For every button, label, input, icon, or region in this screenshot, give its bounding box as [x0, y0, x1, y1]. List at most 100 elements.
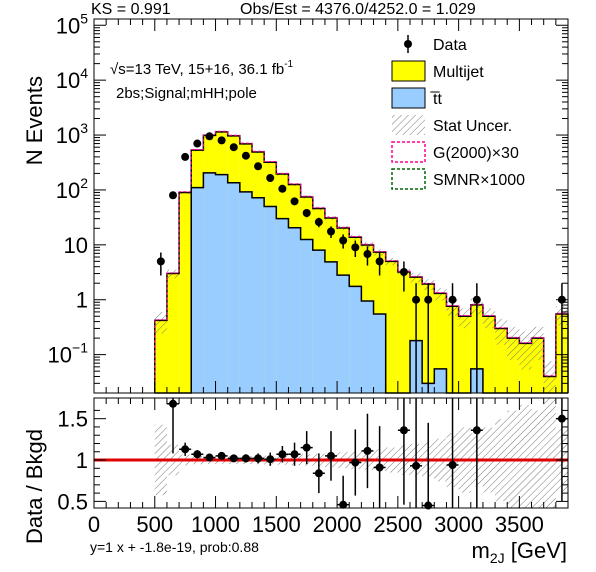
fit-annotation: y=1 x + -1.8e-19, prob:0.88: [90, 539, 259, 555]
ratio-point: [339, 500, 348, 509]
legend-swatch: [391, 60, 426, 82]
ratio-point: [327, 451, 335, 460]
data-point: [412, 295, 421, 304]
y-tick-label-exp: 2: [80, 175, 88, 191]
ratio-point: [229, 454, 238, 463]
ratio-hatch-bin: [543, 398, 556, 508]
x-tick-label: 2500: [373, 512, 422, 537]
data-point: [424, 295, 433, 304]
stat-uncertainty-band: [531, 326, 544, 360]
y-tick-label-base: 10: [56, 123, 80, 148]
multijet-bar: [154, 320, 167, 393]
data-point: [229, 143, 238, 152]
ttbar-bar: [276, 218, 289, 393]
ttbar-bar: [288, 227, 301, 393]
ratio-point: [169, 399, 177, 408]
stat-uncertainty-band: [154, 311, 167, 334]
lumi-exponent: -1: [284, 59, 293, 70]
legend-label: G(2000)×30: [433, 145, 519, 162]
stat-uncertainty-band: [482, 308, 496, 329]
stat-uncertainty-band: [519, 331, 532, 370]
y-tick-label-base: 10: [64, 233, 88, 258]
multijet-bar: [458, 316, 471, 393]
ratio-point: [205, 453, 214, 462]
ratio-point: [375, 463, 384, 472]
multijet-bar: [397, 272, 410, 393]
ttbar-bar: [252, 197, 265, 393]
ttbar-bar: [349, 286, 362, 393]
legend-swatch: [391, 87, 426, 109]
data-point: [241, 151, 250, 160]
ratio-data-points: [167, 398, 568, 510]
ttbar-bar: [300, 239, 313, 393]
legend-label: Multijet: [433, 64, 484, 81]
y-tick-label: 1: [76, 288, 88, 313]
y-tick-label-exp: 5: [80, 10, 88, 26]
ratio-point: [278, 450, 287, 459]
ratio-point: [181, 445, 190, 454]
sqrt-s-symbol: √s: [110, 61, 126, 78]
ratio-point: [399, 426, 408, 435]
ttbar-outline: [154, 172, 568, 394]
legend-label: Stat Uncer.: [433, 118, 512, 135]
y-tick-label-base: 10: [56, 68, 80, 93]
ratio-point: [472, 426, 481, 435]
y-tick-label-exp: 3: [80, 120, 88, 136]
x-tick-label: 1500: [252, 512, 301, 537]
y-tick-label-base: 10: [56, 13, 80, 38]
data-point: [314, 218, 323, 227]
data-point: [181, 152, 190, 161]
data-point: [205, 132, 214, 141]
ttbar-bar: [215, 174, 228, 393]
data-point: [327, 227, 335, 236]
legend-label: Data: [433, 37, 467, 54]
data-point: [351, 243, 360, 252]
legend-hatch-swatch: [392, 115, 425, 135]
data-point: [472, 295, 481, 304]
ratio-y-tick-label: 0.5: [57, 489, 88, 514]
x-tick-label: 2000: [313, 512, 362, 537]
ttbar-bar: [264, 206, 277, 393]
stat-uncertainty-band: [458, 308, 471, 329]
main-histograms: [154, 130, 569, 394]
x-axis-title: m2J [GeV]: [472, 538, 567, 566]
data-point: [363, 250, 372, 259]
data-point: [448, 295, 457, 304]
stat-uncertainty-band: [434, 287, 447, 301]
ttbar-bar: [337, 275, 350, 393]
data-point: [193, 139, 202, 148]
ratio-point: [266, 455, 275, 464]
ratio-point: [412, 461, 421, 470]
y-tick-label-base: 10: [48, 343, 72, 368]
y-tick-label-base: 1: [76, 288, 88, 313]
y-tick-label-exp: 4: [80, 65, 88, 81]
x-tick-label: 0: [88, 512, 100, 537]
data-point: [217, 136, 226, 145]
data-point: [375, 257, 384, 266]
ratio-ylabel: Data / Bkgd: [22, 429, 47, 544]
stat-uncertainty-band: [507, 326, 520, 360]
main-data-points: [156, 132, 566, 393]
ratio-point: [241, 454, 250, 463]
x-axis-title-unit: [GeV]: [505, 538, 567, 563]
ratio-point: [351, 458, 360, 467]
x-axis-title-main: m: [472, 538, 490, 563]
legend-label: SMNR×1000: [433, 172, 525, 189]
y-tick-label: 104: [56, 65, 88, 93]
multijet-bar: [179, 192, 192, 393]
signal-g-outline: [154, 130, 569, 393]
legend: Data Multijet t̅t Stat Uncer. G(2000)×30 SMNR…: [391, 35, 525, 190]
data-point: [254, 162, 263, 171]
ttbar-bar: [203, 172, 216, 393]
legend-data-marker: [404, 40, 412, 48]
data-point: [169, 191, 177, 200]
stat-uncertainty-band: [495, 318, 508, 345]
multijet-outline: [154, 131, 569, 393]
ratio-point: [254, 454, 263, 463]
ttbar-bar: [373, 313, 386, 393]
multijet-bar: [434, 293, 447, 393]
ttbar-bar: [324, 261, 338, 393]
ratio-point: [314, 469, 323, 478]
data-point: [156, 257, 165, 266]
